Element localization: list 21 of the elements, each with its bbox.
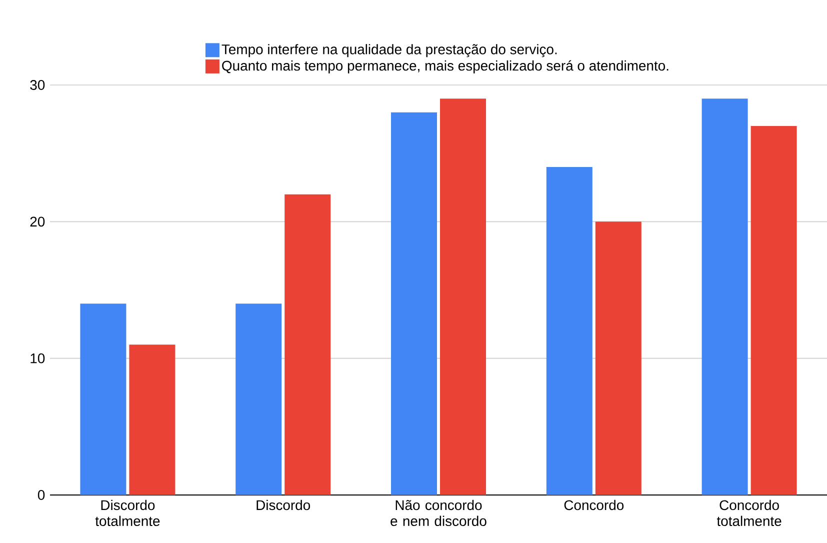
- bar: [236, 304, 282, 495]
- x-tick-label: Discordo totalmente: [95, 500, 160, 526]
- y-tick-label: 0: [38, 490, 45, 500]
- bar: [595, 222, 642, 495]
- bar: [284, 194, 331, 495]
- y-tick-label: 30: [30, 80, 45, 90]
- bar: [702, 98, 748, 495]
- x-tick-label: Discordo: [256, 500, 310, 510]
- legend-label: Quanto mais tempo permanece, mais especializado será o atendimento.: [222, 60, 668, 74]
- x-tick-label: Concordo: [564, 500, 624, 510]
- y-tick-label: 10: [30, 353, 45, 364]
- bar: [129, 344, 176, 495]
- bar: [440, 98, 486, 495]
- legend-label: Tempo interfere na qualidade da prestação do serviço.: [222, 44, 557, 58]
- x-tick-label: Concordo totalmente: [716, 500, 782, 526]
- bar: [750, 126, 797, 495]
- x-tick-label: Não concordo e nem discordo: [390, 500, 486, 526]
- bar: [80, 304, 126, 495]
- y-tick-label: 20: [30, 216, 45, 227]
- bar: [391, 112, 437, 495]
- bar: [546, 167, 592, 495]
